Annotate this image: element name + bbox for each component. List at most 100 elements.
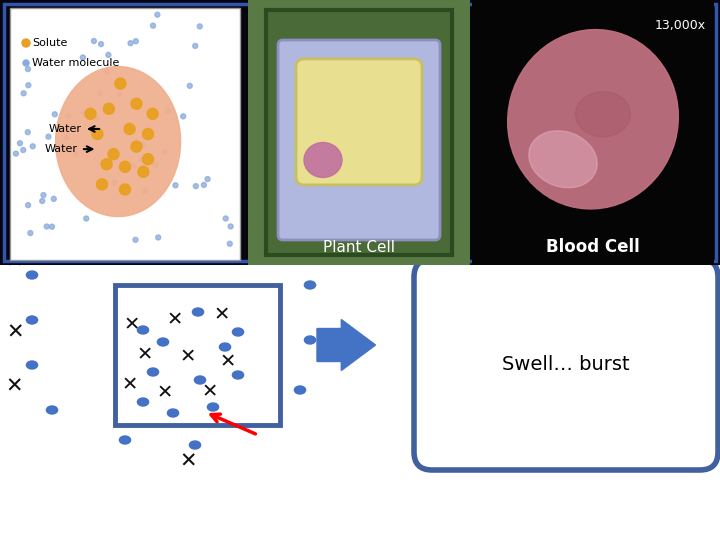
Ellipse shape bbox=[197, 24, 202, 29]
FancyBboxPatch shape bbox=[296, 59, 422, 185]
Ellipse shape bbox=[23, 60, 29, 66]
Text: ✕: ✕ bbox=[122, 375, 138, 395]
Text: ✕: ✕ bbox=[124, 315, 140, 334]
Ellipse shape bbox=[233, 328, 243, 336]
Text: ✕: ✕ bbox=[202, 382, 218, 402]
Ellipse shape bbox=[117, 92, 122, 97]
Ellipse shape bbox=[91, 38, 96, 44]
Text: ✕: ✕ bbox=[180, 348, 196, 367]
Ellipse shape bbox=[140, 157, 145, 161]
Text: ✕: ✕ bbox=[157, 383, 174, 402]
Ellipse shape bbox=[96, 179, 107, 190]
Text: ✕: ✕ bbox=[167, 310, 183, 329]
Ellipse shape bbox=[112, 180, 117, 185]
Text: Water molecule: Water molecule bbox=[32, 58, 120, 68]
Ellipse shape bbox=[104, 103, 114, 114]
Ellipse shape bbox=[50, 224, 55, 229]
Ellipse shape bbox=[109, 191, 121, 199]
Ellipse shape bbox=[508, 30, 678, 209]
Ellipse shape bbox=[173, 183, 178, 188]
Ellipse shape bbox=[25, 130, 30, 134]
Ellipse shape bbox=[44, 224, 49, 229]
Ellipse shape bbox=[192, 308, 204, 316]
Ellipse shape bbox=[528, 131, 597, 188]
Text: ✕: ✕ bbox=[5, 377, 23, 397]
Ellipse shape bbox=[128, 40, 133, 46]
Ellipse shape bbox=[264, 196, 276, 204]
Ellipse shape bbox=[304, 143, 342, 178]
Ellipse shape bbox=[189, 181, 201, 189]
Ellipse shape bbox=[106, 52, 111, 57]
Ellipse shape bbox=[124, 124, 135, 134]
Ellipse shape bbox=[153, 163, 158, 167]
Ellipse shape bbox=[97, 91, 102, 96]
Bar bbox=[4, 4, 716, 261]
Ellipse shape bbox=[187, 83, 192, 89]
Ellipse shape bbox=[138, 326, 148, 334]
Ellipse shape bbox=[81, 55, 86, 60]
Ellipse shape bbox=[28, 231, 33, 235]
Ellipse shape bbox=[166, 109, 171, 113]
Ellipse shape bbox=[81, 111, 86, 116]
Ellipse shape bbox=[220, 343, 230, 351]
Ellipse shape bbox=[130, 164, 135, 169]
Ellipse shape bbox=[150, 23, 156, 28]
Ellipse shape bbox=[193, 43, 198, 49]
Ellipse shape bbox=[26, 83, 31, 87]
Ellipse shape bbox=[66, 113, 71, 118]
Ellipse shape bbox=[294, 386, 305, 394]
Ellipse shape bbox=[99, 42, 104, 46]
Ellipse shape bbox=[207, 403, 219, 411]
Ellipse shape bbox=[181, 114, 186, 119]
Ellipse shape bbox=[84, 216, 89, 221]
Ellipse shape bbox=[194, 376, 206, 384]
Ellipse shape bbox=[101, 159, 112, 170]
Ellipse shape bbox=[305, 336, 315, 344]
Ellipse shape bbox=[131, 98, 142, 109]
Text: ✕: ✕ bbox=[6, 323, 24, 343]
Text: ✕: ✕ bbox=[287, 182, 304, 202]
Ellipse shape bbox=[148, 368, 158, 376]
Text: ✕: ✕ bbox=[5, 252, 23, 272]
Ellipse shape bbox=[27, 271, 37, 279]
Text: ✕: ✕ bbox=[206, 178, 224, 198]
Ellipse shape bbox=[46, 406, 58, 414]
Ellipse shape bbox=[167, 409, 179, 417]
Text: ✕: ✕ bbox=[220, 353, 236, 372]
Ellipse shape bbox=[115, 78, 126, 89]
Ellipse shape bbox=[233, 371, 243, 379]
Ellipse shape bbox=[138, 166, 149, 177]
Ellipse shape bbox=[41, 193, 46, 198]
Bar bbox=[472, 0, 714, 265]
Ellipse shape bbox=[194, 184, 198, 188]
Ellipse shape bbox=[27, 361, 37, 369]
Ellipse shape bbox=[85, 109, 96, 119]
Ellipse shape bbox=[94, 116, 99, 120]
Ellipse shape bbox=[202, 183, 207, 187]
Ellipse shape bbox=[53, 112, 58, 117]
Ellipse shape bbox=[92, 129, 103, 139]
Ellipse shape bbox=[189, 441, 201, 449]
Ellipse shape bbox=[142, 189, 147, 194]
Ellipse shape bbox=[138, 398, 148, 406]
Ellipse shape bbox=[21, 91, 26, 96]
Ellipse shape bbox=[27, 316, 37, 324]
Ellipse shape bbox=[143, 154, 153, 165]
Ellipse shape bbox=[133, 39, 138, 44]
Ellipse shape bbox=[21, 147, 26, 153]
Ellipse shape bbox=[40, 199, 45, 204]
Ellipse shape bbox=[120, 161, 130, 172]
Text: Hypotonic: Hypotonic bbox=[304, 24, 636, 80]
Ellipse shape bbox=[120, 184, 130, 195]
Text: Plant Cell: Plant Cell bbox=[323, 240, 395, 254]
Ellipse shape bbox=[156, 235, 161, 240]
Ellipse shape bbox=[30, 226, 40, 234]
Text: Water: Water bbox=[49, 124, 82, 134]
FancyBboxPatch shape bbox=[278, 40, 440, 240]
Ellipse shape bbox=[14, 151, 19, 156]
Ellipse shape bbox=[158, 338, 168, 346]
Ellipse shape bbox=[55, 66, 181, 217]
Text: Blood Cell: Blood Cell bbox=[546, 238, 640, 256]
Ellipse shape bbox=[30, 144, 35, 149]
Ellipse shape bbox=[108, 148, 119, 160]
